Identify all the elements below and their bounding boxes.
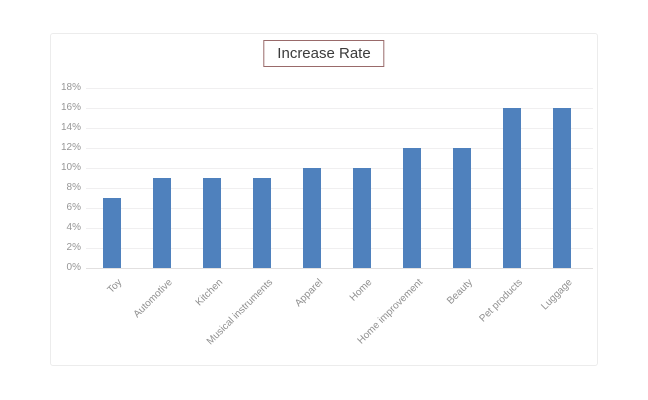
- bar-home-improvement[interactable]: [403, 148, 421, 268]
- y-axis-tick-label: 4%: [66, 222, 81, 233]
- plot-area: 0% 2% 4% 6% 8% 10% 12% 14% 16% 18% Toy Automotive Ki…: [51, 34, 597, 365]
- bar-musical-instruments[interactable]: [253, 178, 271, 268]
- bar-beauty[interactable]: [453, 148, 471, 268]
- x-axis-line: [86, 268, 593, 269]
- gridline: [86, 168, 593, 169]
- chart-title: Increase Rate: [263, 40, 385, 67]
- chart-panel: Increase Rate 0% 2% 4% 6% 8% 10% 12% 14% 16% 18% T…: [50, 33, 598, 366]
- bar-luggage[interactable]: [553, 108, 571, 268]
- bar-kitchen[interactable]: [203, 178, 221, 268]
- bar-toy[interactable]: [103, 198, 121, 268]
- gridline: [86, 248, 593, 249]
- gridline: [86, 188, 593, 189]
- x-axis-tick-label: Toy: [105, 277, 125, 296]
- x-axis-tick-label: Pet products: [477, 277, 525, 325]
- gridline: [86, 148, 593, 149]
- x-axis-tick-label: Apparel: [292, 277, 325, 310]
- x-axis-tick-label: Beauty: [444, 277, 475, 307]
- x-axis-tick-label: Home: [348, 277, 375, 304]
- bar-automotive[interactable]: [153, 178, 171, 268]
- y-axis-tick-label: 0%: [66, 262, 81, 273]
- x-axis-tick-label: Kitchen: [193, 277, 225, 309]
- y-axis-tick-label: 2%: [66, 242, 81, 253]
- y-axis-tick-label: 8%: [66, 182, 81, 193]
- y-axis-tick-label: 12%: [60, 142, 81, 153]
- y-axis-tick-label: 14%: [60, 122, 81, 133]
- x-axis-tick-label: Luggage: [539, 277, 575, 313]
- gridline: [86, 108, 593, 109]
- bar-pet-products[interactable]: [503, 108, 521, 268]
- y-axis-tick-label: 10%: [60, 162, 81, 173]
- bar-home[interactable]: [353, 168, 371, 268]
- y-axis-tick-label: 18%: [60, 82, 81, 93]
- y-axis-tick-label: 16%: [60, 102, 81, 113]
- gridline: [86, 208, 593, 209]
- gridline: [86, 88, 593, 89]
- gridline: [86, 128, 593, 129]
- bar-apparel[interactable]: [303, 168, 321, 268]
- x-axis-tick-label: Automotive: [131, 277, 175, 321]
- gridline: [86, 228, 593, 229]
- y-axis-tick-label: 6%: [66, 202, 81, 213]
